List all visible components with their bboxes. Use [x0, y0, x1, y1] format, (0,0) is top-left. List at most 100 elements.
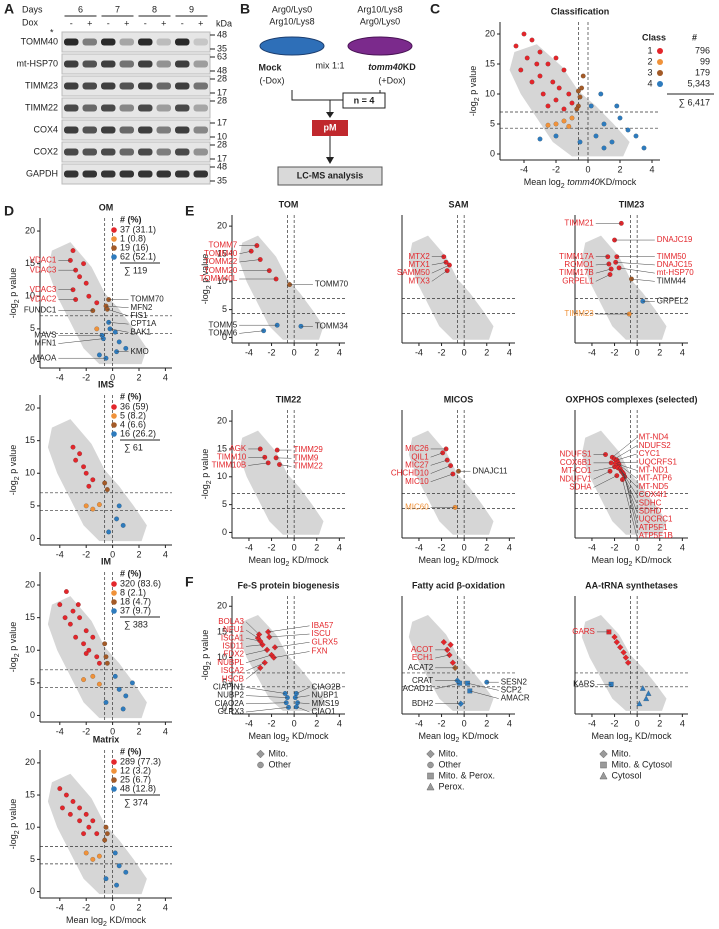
legend-total: ∑ 119 — [124, 265, 147, 275]
y-tick-label: 0 — [30, 533, 35, 543]
point-label: TOMM70 — [315, 280, 349, 289]
band — [64, 170, 79, 178]
x-tick-label: 0 — [635, 542, 640, 552]
blot-strip — [61, 141, 211, 163]
legend-entry: 1 (0.8) — [120, 233, 146, 243]
band — [138, 82, 153, 90]
x-tick-label: 2 — [136, 372, 141, 382]
x-tick-label: 2 — [136, 549, 141, 559]
y-tick-label: 15 — [217, 626, 227, 636]
point-label: SCP2 — [501, 686, 522, 695]
y-tick-label: 15 — [25, 789, 35, 799]
axis-label-part: KD/mock — [107, 915, 147, 925]
leader-line — [245, 629, 259, 639]
x-tick-label: -4 — [588, 542, 596, 552]
y-tick-label: 20 — [485, 28, 495, 38]
point — [83, 280, 89, 286]
leader-line — [268, 625, 310, 633]
leader-line — [614, 445, 637, 460]
point — [70, 444, 76, 450]
x-tick-label: 0 — [110, 726, 115, 736]
axis-label-part: Mean log — [249, 555, 286, 565]
point — [90, 856, 96, 862]
point — [67, 811, 73, 817]
x-tick-label: 2 — [484, 542, 489, 552]
mix-label: mix 1:1 — [315, 60, 344, 70]
panel-letter: F — [185, 574, 194, 590]
point-label: ISCA1 — [221, 633, 245, 642]
replicate-box — [342, 92, 386, 109]
point-label: COX6B1 — [560, 458, 592, 467]
axis-label-part: 2 — [456, 561, 460, 568]
axis-label-part: 2 — [629, 561, 633, 568]
plot-title: IM — [101, 556, 111, 566]
point — [86, 647, 92, 653]
arrow-head — [326, 157, 334, 164]
point-label: FUNDC1 — [24, 306, 57, 315]
leader-line — [595, 268, 612, 274]
y-tick-label: 10 — [217, 652, 227, 662]
label-right: Arg0/Lys0 — [360, 16, 400, 26]
point — [112, 673, 118, 679]
plot-title: OM — [99, 202, 114, 212]
point-label: TIMM17B — [559, 268, 594, 277]
legend-entry: Other — [439, 759, 462, 769]
asterisk: * — [50, 27, 54, 37]
legend-swatch — [257, 761, 264, 769]
blot-row-label: TIMM23 — [25, 80, 58, 90]
axis-label-part: 2 — [456, 737, 460, 744]
legend-entry: 48 (12.8) — [120, 783, 156, 793]
leader-line — [297, 702, 310, 705]
band — [64, 104, 79, 112]
x-tick-label: -2 — [82, 726, 90, 736]
point-label: CPT1A — [131, 319, 157, 328]
leader-line — [617, 467, 637, 487]
point-label: MTX2 — [408, 252, 430, 261]
point-label: FDX2 — [224, 650, 245, 659]
point — [96, 660, 102, 666]
background-cloud — [509, 44, 630, 157]
x-tick-label: -4 — [245, 542, 253, 552]
axis-label: -log2 p value — [8, 268, 20, 318]
leader-line — [467, 682, 499, 691]
x-tick-label: 2 — [657, 718, 662, 728]
point-label: MMS19 — [312, 699, 340, 708]
legend-header: # (%) — [120, 214, 142, 224]
blot-row-label: mt-HSP70 — [16, 58, 58, 68]
y-tick-label: 10 — [485, 88, 495, 98]
point-label: GRPEL1 — [562, 276, 594, 285]
point-label: ISCU — [312, 629, 331, 638]
axis-label-part: 2 — [286, 737, 290, 744]
point-label: TIMM50 — [657, 252, 687, 261]
axis-label: Mean log2 KD/mock — [249, 555, 329, 567]
point — [513, 43, 519, 49]
point — [569, 100, 575, 106]
legend-swatch — [111, 786, 117, 792]
point — [537, 136, 543, 142]
point — [94, 654, 100, 660]
leader-line — [593, 470, 611, 480]
plot-title: SAM — [449, 199, 469, 209]
band — [175, 126, 190, 134]
y-tick-label: 15 — [217, 248, 227, 258]
x-tick-label: 4 — [163, 372, 168, 382]
point — [106, 529, 112, 535]
marker-label: 35 — [217, 175, 227, 185]
band — [119, 82, 134, 90]
point-label: HSCB — [222, 674, 244, 683]
x-tick-label: 4 — [337, 718, 342, 728]
legend-header: # (%) — [120, 568, 142, 578]
point — [59, 805, 65, 811]
x-tick-label: 2 — [484, 347, 489, 357]
point — [90, 634, 96, 640]
x-tick-label: 2 — [657, 542, 662, 552]
band — [119, 170, 134, 178]
point — [73, 457, 79, 463]
point — [609, 139, 615, 145]
axis-label-part: 2 — [286, 561, 290, 568]
point-label: SESN2 — [501, 677, 528, 686]
legend-entry: 37 (31.1) — [120, 224, 156, 234]
x-tick-label: 4 — [163, 726, 168, 736]
band — [156, 170, 171, 178]
axis-label-part: -log — [8, 834, 18, 849]
